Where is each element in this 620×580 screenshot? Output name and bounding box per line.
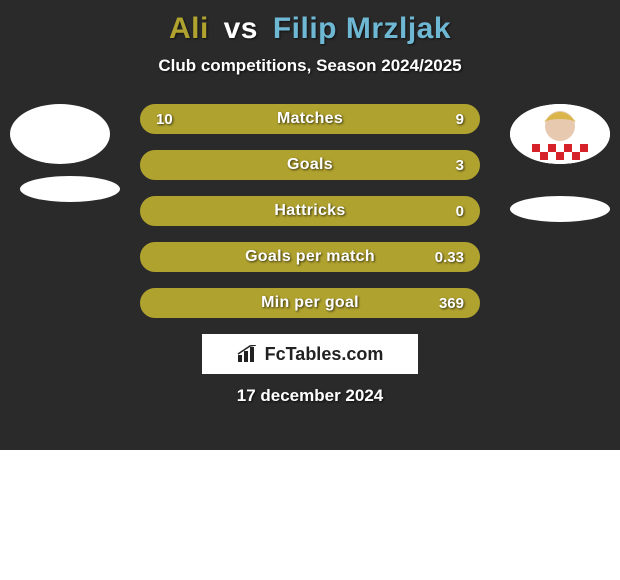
- stat-right-value: 0: [442, 198, 478, 224]
- stat-right-value: 9: [442, 106, 478, 132]
- stat-right-value: 369: [425, 290, 478, 316]
- player1-avatar: [10, 104, 110, 164]
- player2-name: Filip Mrzljak: [273, 12, 451, 45]
- vs-text: vs: [224, 12, 258, 45]
- stat-right-value: 3: [442, 152, 478, 178]
- title: Ali vs Filip Mrzljak: [0, 12, 620, 46]
- stat-row: Hattricks0: [140, 196, 480, 226]
- stat-label: Hattricks: [142, 198, 478, 224]
- content-area: 10Matches9 Goals3 Hattricks0 Goals per matc…: [0, 104, 620, 318]
- player1-name: Ali: [169, 12, 209, 45]
- comparison-card: Ali vs Filip Mrzljak Club competitions, …: [0, 0, 620, 450]
- date-text: 17 december 2024: [0, 386, 620, 406]
- stat-row: Min per goal369: [140, 288, 480, 318]
- brand-text: FcTables.com: [265, 344, 384, 365]
- stat-label: Goals: [142, 152, 478, 178]
- stat-row: Goals per match0.33: [140, 242, 480, 272]
- bar-chart-icon: [237, 345, 259, 363]
- player2-club-badge: [510, 196, 610, 222]
- player2-photo-icon: [510, 104, 610, 164]
- stat-right-value: 0.33: [421, 244, 478, 270]
- subtitle: Club competitions, Season 2024/2025: [0, 56, 620, 76]
- stat-label: Matches: [142, 106, 478, 132]
- player2-avatar: [510, 104, 610, 164]
- brand-badge: FcTables.com: [202, 334, 418, 374]
- stats-bars: 10Matches9 Goals3 Hattricks0 Goals per matc…: [140, 104, 480, 318]
- stat-row: 10Matches9: [140, 104, 480, 134]
- player1-club-badge: [20, 176, 120, 202]
- stat-row: Goals3: [140, 150, 480, 180]
